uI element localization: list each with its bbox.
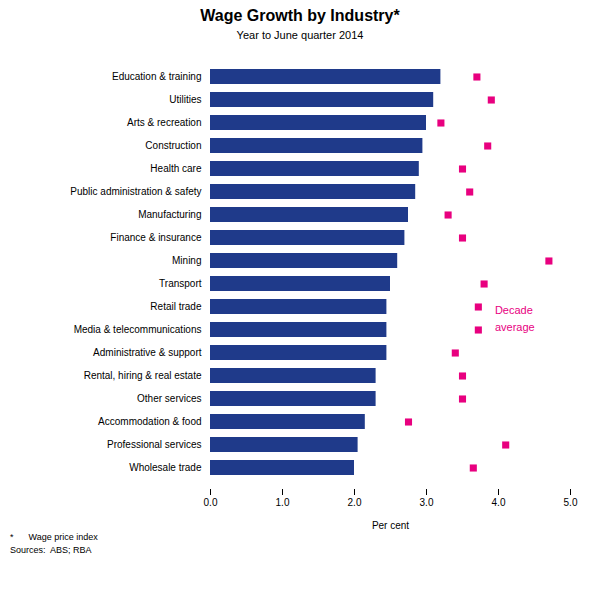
- svg-text:Accommodation & food: Accommodation & food: [98, 416, 201, 427]
- svg-text:Utilities: Utilities: [169, 94, 201, 105]
- svg-text:Administrative & support: Administrative & support: [93, 347, 202, 358]
- svg-text:Finance & insurance: Finance & insurance: [110, 232, 202, 243]
- svg-text:Rental, hiring & real estate: Rental, hiring & real estate: [84, 370, 202, 381]
- svg-text:Construction: Construction: [145, 140, 201, 151]
- svg-text:average: average: [495, 321, 535, 333]
- html-text:* Wage price index: * Wage price index: [10, 532, 98, 542]
- svg-text:Health care: Health care: [150, 163, 202, 174]
- svg-text:Arts & recreation: Arts & recreation: [127, 117, 201, 128]
- svg-text:Retail trade: Retail trade: [150, 301, 202, 312]
- svg-text:Education & training: Education & training: [112, 71, 202, 82]
- html-text:Wage Growth by Industry*: Wage Growth by Industry*: [200, 7, 400, 24]
- svg-text:Professional services: Professional services: [107, 439, 201, 450]
- html-text:Year to June quarter 2014: Year to June quarter 2014: [236, 29, 364, 41]
- svg-text:Per cent: Per cent: [372, 520, 409, 531]
- svg-text:1.0: 1.0: [276, 497, 290, 508]
- svg-text:Decade: Decade: [495, 304, 533, 316]
- svg-text:Mining: Mining: [172, 255, 201, 266]
- svg-text:2.0: 2.0: [348, 497, 362, 508]
- svg-text:3.0: 3.0: [420, 497, 434, 508]
- svg-text:Other services: Other services: [137, 393, 201, 404]
- html-text:Sources: ABS; RBA: Sources: ABS; RBA: [10, 545, 92, 555]
- svg-text:Manufacturing: Manufacturing: [138, 209, 201, 220]
- svg-text:5.0: 5.0: [564, 497, 578, 508]
- svg-text:4.0: 4.0: [492, 497, 506, 508]
- svg-text:Media & telecommunications: Media & telecommunications: [74, 324, 202, 335]
- svg-text:Transport: Transport: [159, 278, 202, 289]
- svg-text:Public administration & safety: Public administration & safety: [70, 186, 201, 197]
- svg-text:Wholesale trade: Wholesale trade: [129, 462, 202, 473]
- svg-text:0.0: 0.0: [204, 497, 218, 508]
